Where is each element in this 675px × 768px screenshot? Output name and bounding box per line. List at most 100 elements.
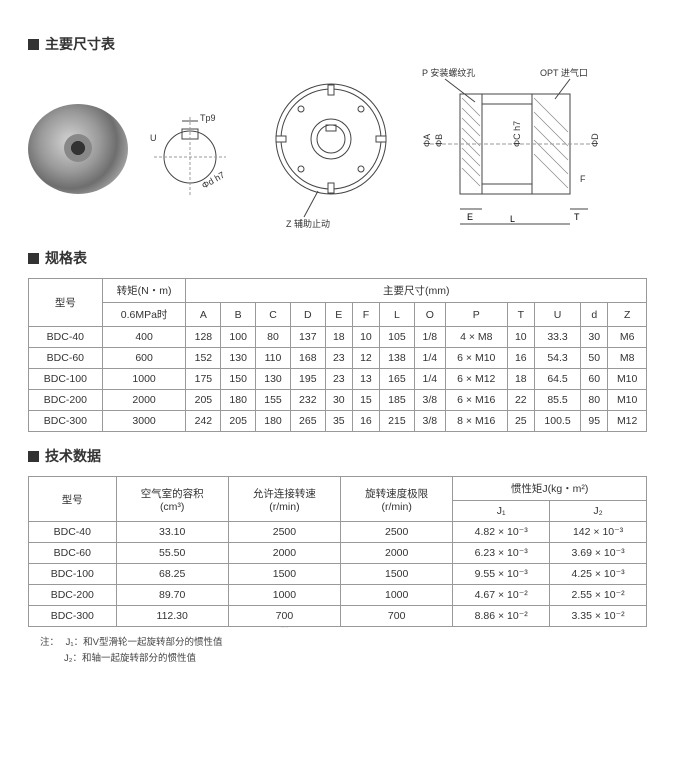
section-title-dims: 主要尺寸表 [28, 34, 647, 54]
section-title-tech: 技术数据 [28, 446, 647, 466]
cell-value: 2000 [341, 543, 453, 564]
cell-torque: 600 [102, 348, 186, 369]
cell-value: 33.3 [534, 327, 580, 348]
cell-value: 15 [352, 390, 379, 411]
cell-model: BDC-200 [29, 390, 103, 411]
cell-value: 130 [221, 348, 256, 369]
cell-value: 6.23 × 10⁻³ [453, 543, 550, 564]
col-dim: P [445, 303, 507, 327]
cell-value: 165 [380, 369, 415, 390]
cell-value: 100 [221, 327, 256, 348]
cell-value: 13 [352, 369, 379, 390]
cell-value: 6 × M16 [445, 390, 507, 411]
title-dims-text: 主要尺寸表 [45, 34, 115, 54]
cell-value: 180 [221, 390, 256, 411]
cell-value: M6 [608, 327, 647, 348]
cell-value: 10 [352, 327, 379, 348]
cell-value: 1/4 [414, 369, 445, 390]
title-tech-text: 技术数据 [45, 446, 101, 466]
cell-model: BDC-100 [29, 369, 103, 390]
cell-value: 9.55 × 10⁻³ [453, 564, 550, 585]
cell-value: 80 [581, 390, 608, 411]
cell-torque: 3000 [102, 411, 186, 432]
cell-value: 242 [186, 411, 221, 432]
cell-value: 152 [186, 348, 221, 369]
cell-value: 205 [221, 411, 256, 432]
col-dim: A [186, 303, 221, 327]
cell-value: 700 [341, 606, 453, 627]
col-dim: E [325, 303, 352, 327]
cell-value: 8 × M16 [445, 411, 507, 432]
tcol-allow: 允许连接转速(r/min) [228, 477, 340, 522]
cell-model: BDC-40 [29, 327, 103, 348]
col-maindims: 主要尺寸(mm) [186, 279, 647, 303]
cell-value: 195 [290, 369, 325, 390]
svg-text:F: F [580, 174, 586, 184]
cell-value: M10 [608, 369, 647, 390]
cell-value: 3/8 [414, 390, 445, 411]
svg-text:T: T [574, 212, 580, 222]
cell-torque: 400 [102, 327, 186, 348]
col-dim: D [290, 303, 325, 327]
cell-value: 1500 [341, 564, 453, 585]
cell-value: 25 [507, 411, 534, 432]
table-row: BDC-10068.25150015009.55 × 10⁻³4.25 × 10… [29, 564, 647, 585]
product-photo [28, 104, 128, 194]
cell-value: M12 [608, 411, 647, 432]
cell-value: M10 [608, 390, 647, 411]
svg-text:P 安装螺纹孔: P 安装螺纹孔 [422, 67, 475, 78]
cell-model: BDC-300 [29, 411, 103, 432]
section-title-spec: 规格表 [28, 248, 647, 268]
table-row: BDC-404001281008013718101051/84 × M81033… [29, 327, 647, 348]
col-dim: T [507, 303, 534, 327]
tcol-j1: J₁ [453, 501, 550, 522]
svg-text:ΦB: ΦB [434, 134, 444, 147]
cell-value: 215 [380, 411, 415, 432]
cell-value: 50 [581, 348, 608, 369]
cell-value: 4 × M8 [445, 327, 507, 348]
cell-value: 232 [290, 390, 325, 411]
svg-text:Tp9: Tp9 [200, 113, 216, 123]
cell-model: BDC-60 [29, 543, 117, 564]
cell-value: 8.86 × 10⁻² [453, 606, 550, 627]
svg-text:Φd h7: Φd h7 [200, 170, 226, 191]
svg-text:OPT 进气口: OPT 进气口 [540, 67, 588, 78]
cell-value: 130 [256, 369, 291, 390]
col-dim: C [256, 303, 291, 327]
col-dim: O [414, 303, 445, 327]
cell-value: 60 [581, 369, 608, 390]
cell-value: 168 [290, 348, 325, 369]
cell-value: 3/8 [414, 411, 445, 432]
tech-table: 型号 空气室的容积(cm³) 允许连接转速(r/min) 旋转速度极限(r/mi… [28, 476, 647, 627]
col-dim: F [352, 303, 379, 327]
square-bullet-icon [28, 253, 39, 264]
cell-value: 180 [256, 411, 291, 432]
cell-value: 1000 [228, 585, 340, 606]
cell-value: 89.70 [116, 585, 228, 606]
cell-value: 55.50 [116, 543, 228, 564]
cell-model: BDC-40 [29, 522, 117, 543]
svg-text:E: E [467, 212, 473, 222]
table-row: BDC-4033.10250025004.82 × 10⁻³142 × 10⁻³ [29, 522, 647, 543]
cell-value: 16 [352, 411, 379, 432]
cell-model: BDC-60 [29, 348, 103, 369]
cell-value: 95 [581, 411, 608, 432]
col-dim: B [221, 303, 256, 327]
cell-value: 35 [325, 411, 352, 432]
cell-value: 175 [186, 369, 221, 390]
col-dim: U [534, 303, 580, 327]
note-j1: J₁：和V型滑轮一起旋转部分的惯性值 [66, 637, 223, 648]
cell-value: 23 [325, 369, 352, 390]
table-row: BDC-300300024220518026535162153/88 × M16… [29, 411, 647, 432]
tcol-airvol: 空气室的容积(cm³) [116, 477, 228, 522]
cell-value: 185 [380, 390, 415, 411]
cell-value: 700 [228, 606, 340, 627]
cell-model: BDC-300 [29, 606, 117, 627]
note-j2: J₂：和轴一起旋转部分的惯性值 [64, 653, 196, 664]
svg-text:ΦC h7: ΦC h7 [512, 121, 522, 147]
cell-value: 142 × 10⁻³ [550, 522, 647, 543]
cell-value: 18 [507, 369, 534, 390]
table-row: BDC-6060015213011016823121381/46 × M1016… [29, 348, 647, 369]
title-spec-text: 规格表 [45, 248, 87, 268]
tcol-inertia: 惯性矩J(kg・m²) [453, 477, 647, 501]
